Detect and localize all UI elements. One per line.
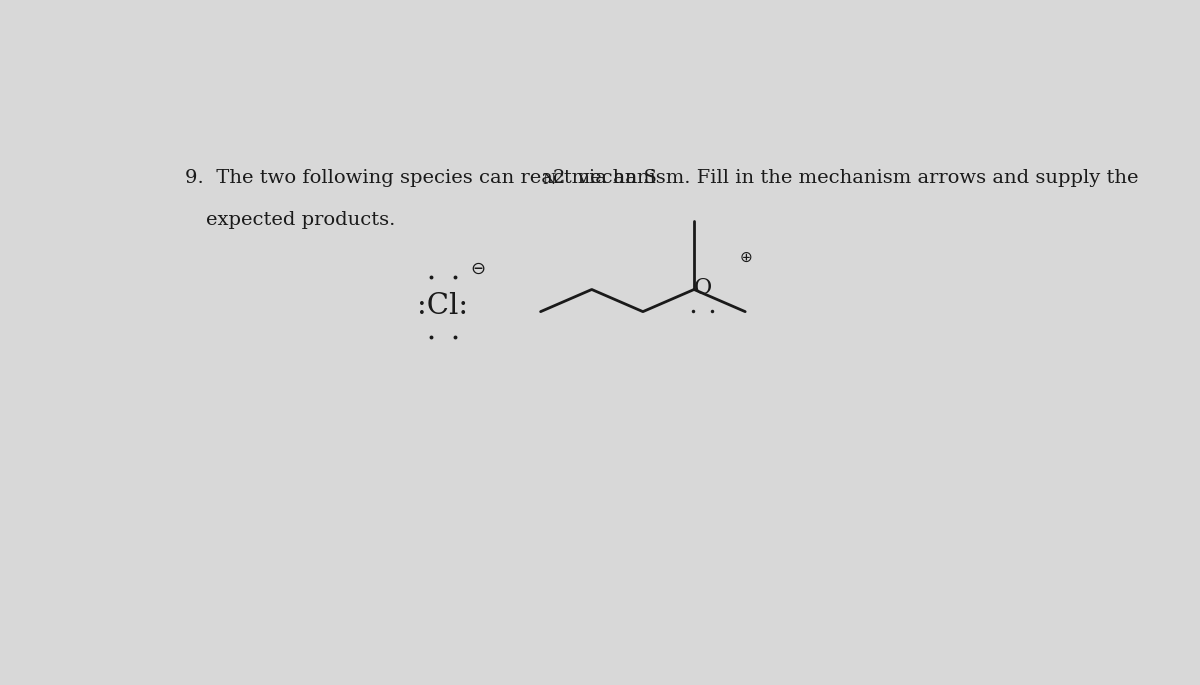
Text: 2 mechanism. Fill in the mechanism arrows and supply the: 2 mechanism. Fill in the mechanism arrow… bbox=[553, 169, 1138, 187]
Text: N: N bbox=[542, 173, 556, 188]
Text: :Cl:: :Cl: bbox=[418, 292, 468, 321]
Text: ⊕: ⊕ bbox=[739, 250, 752, 265]
Text: expected products.: expected products. bbox=[206, 212, 395, 229]
Text: O: O bbox=[694, 277, 712, 299]
Text: ⊖: ⊖ bbox=[470, 260, 486, 277]
Text: 9.  The two following species can react via an S: 9. The two following species can react v… bbox=[185, 169, 658, 187]
